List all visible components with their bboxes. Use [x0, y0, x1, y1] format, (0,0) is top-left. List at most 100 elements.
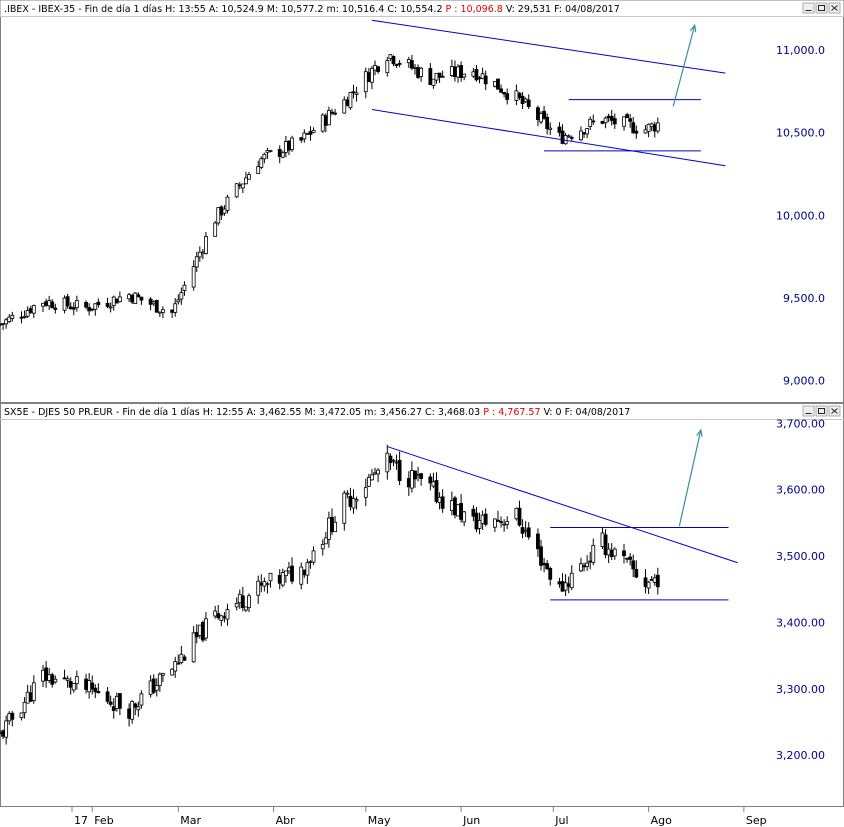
candle: [182, 281, 187, 296]
candle: [136, 701, 141, 717]
candle: [517, 500, 522, 527]
panel1-header: .IBEX - IBEX-35 - Fin de día 1 días H: 1…: [4, 4, 620, 15]
candle: [25, 306, 30, 318]
x-tick-label: Feb: [94, 814, 113, 827]
candle: [133, 702, 138, 716]
projection-arrow: [678, 429, 702, 527]
candle: [585, 555, 590, 571]
candle: [256, 575, 261, 604]
candle: [197, 246, 202, 262]
panel2-trendlines: [387, 428, 738, 601]
candle: [526, 522, 531, 540]
candle: [655, 117, 660, 134]
candle: [130, 293, 135, 304]
candle: [280, 568, 285, 588]
candle: [265, 581, 270, 594]
projection-arrow: [672, 25, 696, 107]
panel1-frame: [0, 0, 844, 403]
candle: [216, 207, 221, 226]
y-tick-label: 3,600.00: [776, 484, 825, 497]
candle: [514, 507, 519, 521]
candle: [161, 306, 165, 319]
candle: [646, 580, 651, 594]
candle: [154, 299, 159, 313]
candle: [22, 697, 27, 719]
panel1-maximize-button[interactable]: [815, 2, 828, 14]
candle: [419, 66, 424, 82]
candle: [194, 251, 199, 273]
candle: [71, 682, 76, 693]
candle: [173, 298, 178, 317]
candle: [44, 661, 49, 688]
panel1-close-button[interactable]: [828, 2, 841, 14]
candle: [628, 553, 633, 566]
candle: [299, 562, 304, 590]
candle: [351, 84, 356, 99]
x-axis: 17 Feb Mar Abr May Jun Jul Ago Sep: [0, 806, 844, 827]
candle: [244, 606, 248, 613]
candle: [634, 125, 639, 139]
candle: [247, 593, 251, 613]
candle: [283, 570, 288, 583]
candle: [74, 295, 79, 312]
candle: [50, 299, 55, 309]
candle: [499, 84, 503, 94]
candle: [133, 292, 138, 305]
y-tick-label: 10,500.0: [776, 127, 825, 140]
candle: [569, 565, 574, 591]
candle: [117, 291, 122, 303]
candle: [31, 675, 36, 704]
candle: [440, 70, 445, 78]
candle: [157, 672, 162, 692]
candle: [136, 292, 141, 298]
candle: [542, 105, 546, 120]
candle: [222, 205, 227, 216]
candle: [548, 122, 553, 135]
candle: [588, 116, 593, 131]
panel2-minimize-button[interactable]: [802, 405, 815, 417]
candle: [225, 194, 230, 214]
candle: [71, 302, 76, 316]
y-tick-label: 3,500.00: [776, 550, 825, 563]
candle: [477, 512, 482, 535]
candle: [323, 531, 328, 545]
candle: [453, 495, 457, 519]
panel1-minimize-button[interactable]: [802, 2, 815, 14]
candle: [545, 113, 550, 135]
candle: [376, 468, 380, 483]
candle: [65, 293, 70, 309]
candle: [493, 518, 497, 532]
panel2-maximize-button[interactable]: [815, 405, 828, 417]
candle: [628, 113, 633, 128]
candle: [256, 160, 261, 174]
candle: [434, 472, 439, 504]
candle: [170, 668, 175, 676]
panel2-close-button[interactable]: [828, 405, 841, 417]
candle: [108, 302, 113, 313]
panel2-header: SX5E - DJES 50 PR.EUR - Fin de día 1 día…: [4, 407, 630, 418]
candle: [394, 63, 399, 68]
x-tick-label: Ago: [651, 814, 673, 827]
candle: [93, 684, 98, 699]
candle: [105, 687, 110, 704]
candle: [280, 150, 285, 159]
candle: [545, 560, 550, 571]
candle: [130, 700, 135, 724]
candle: [496, 78, 500, 90]
candle: [4, 715, 9, 745]
candle: [311, 546, 316, 565]
y-tick-label: 10,000.0: [776, 209, 825, 222]
y-tick-label: 9,000.0: [783, 375, 825, 388]
candle: [391, 55, 396, 67]
x-tick-label: Sep: [746, 814, 767, 827]
candle: [539, 539, 543, 571]
candle: [311, 127, 316, 134]
x-tick-label: Abr: [276, 814, 296, 827]
candle: [225, 603, 230, 626]
candle: [502, 91, 507, 98]
candle: [517, 92, 522, 100]
candle: [191, 260, 196, 291]
candle: [428, 473, 433, 491]
candle: [348, 91, 353, 110]
candle: [569, 135, 574, 142]
